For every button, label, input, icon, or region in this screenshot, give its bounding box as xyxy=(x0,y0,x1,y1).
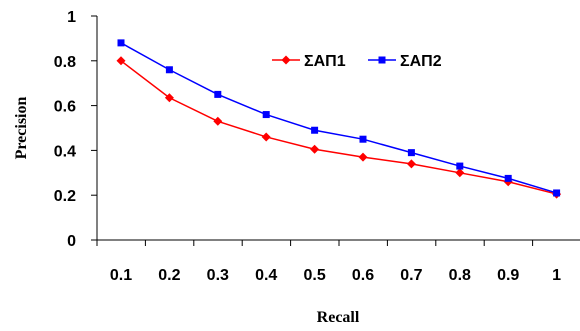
y-tick-label: 0.8 xyxy=(54,54,76,71)
x-tick-label: 0.2 xyxy=(158,267,180,284)
x-tick-label: 0.8 xyxy=(449,267,471,284)
axes: 00.20.40.60.81 0.1 0.2 0.3 0.4 0.5 0.6 0.7 0.8 0… xyxy=(54,9,580,284)
y-tick-label: 0.4 xyxy=(54,143,76,160)
data-point xyxy=(359,135,367,143)
data-point xyxy=(117,39,125,47)
data-point xyxy=(262,111,270,119)
y-tick-label: 1 xyxy=(67,9,76,26)
y-tick-label: 0.2 xyxy=(54,188,76,205)
x-tick-label: 1 xyxy=(552,267,561,284)
legend-marker xyxy=(378,56,386,64)
x-axis-title: Recall xyxy=(317,309,360,326)
data-point xyxy=(310,144,320,154)
series-line xyxy=(120,42,557,194)
series-layer xyxy=(116,39,562,199)
legend-item-1: ΣΑΠ1 xyxy=(272,53,346,70)
y-tick-label: 0.6 xyxy=(54,99,76,116)
data-point xyxy=(213,116,223,126)
data-point xyxy=(165,66,173,74)
data-point xyxy=(504,174,512,182)
data-point xyxy=(553,189,561,197)
data-point xyxy=(406,159,416,169)
x-tick-label: 0.1 xyxy=(110,267,132,284)
x-tick-label: 0.3 xyxy=(207,267,229,284)
x-ticks: 0.1 0.2 0.3 0.4 0.5 0.6 0.7 0.8 0.9 1 xyxy=(96,240,561,284)
y-tick-label: 0 xyxy=(67,233,76,250)
data-point xyxy=(261,132,271,142)
legend-marker xyxy=(281,55,291,65)
y-axis-title: Precision xyxy=(13,97,30,160)
x-tick-label: 0.7 xyxy=(400,267,422,284)
data-point xyxy=(214,90,222,98)
data-point xyxy=(456,162,464,170)
series-2 xyxy=(117,39,561,197)
y-ticks: 0 0.2 0.4 0.6 0.8 1 xyxy=(54,9,97,250)
data-point xyxy=(407,149,415,157)
data-point xyxy=(358,152,368,162)
legend: ΣΑΠ1 ΣΑΠ2 xyxy=(272,53,442,70)
x-tick-label: 0.4 xyxy=(255,267,277,284)
data-point xyxy=(164,93,174,103)
x-tick-label: 0.9 xyxy=(497,267,519,284)
legend-item-2: ΣΑΠ2 xyxy=(368,53,442,70)
data-point xyxy=(311,126,319,134)
x-tick-label: 0.5 xyxy=(303,267,325,284)
x-tick-label: 0.6 xyxy=(352,267,374,284)
series-1 xyxy=(116,56,562,199)
series-line xyxy=(120,60,557,195)
data-point xyxy=(116,56,126,66)
legend-label: ΣΑΠ2 xyxy=(400,53,442,70)
data-point xyxy=(455,168,465,178)
legend-label: ΣΑΠ1 xyxy=(304,53,346,70)
